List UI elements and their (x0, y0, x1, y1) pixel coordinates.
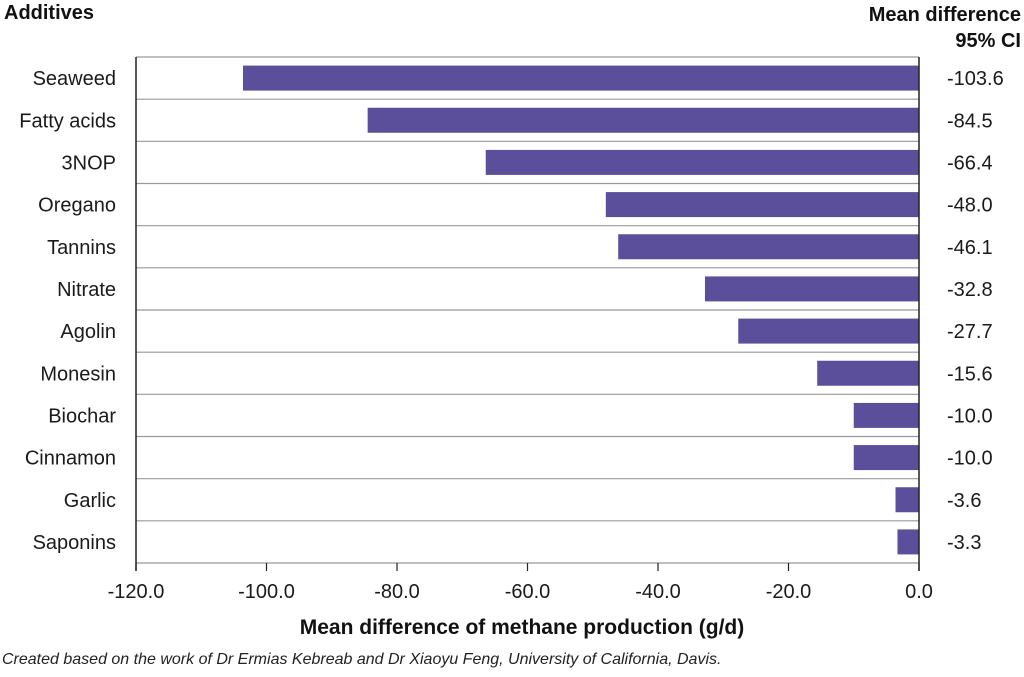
value-label: -3.6 (947, 490, 981, 512)
value-column-header: Mean difference 95% CI (869, 2, 1021, 54)
category-column-header: Additives (4, 2, 95, 24)
value-label: -3.3 (947, 532, 981, 554)
category-label: Tannins (47, 237, 116, 259)
value-column-header-line2: 95% CI (955, 30, 1021, 52)
value-label: -103.6 (947, 68, 1004, 90)
x-tick-label: -20.0 (766, 581, 812, 603)
value-label: -32.8 (947, 279, 993, 301)
x-axis-title: Mean difference of methane production (g… (299, 616, 745, 639)
category-label: Seaweed (33, 68, 116, 90)
category-label: Biochar (48, 405, 116, 427)
x-tick-label: -40.0 (635, 581, 681, 603)
category-label: Nitrate (57, 279, 116, 301)
category-label: Fatty acids (19, 110, 116, 132)
bar (897, 529, 919, 555)
x-tick-label: -120.0 (108, 581, 165, 603)
value-label: -84.5 (947, 110, 993, 132)
value-label: -10.0 (947, 448, 993, 470)
bar (618, 234, 919, 260)
value-label: -66.4 (947, 152, 993, 174)
bar (817, 360, 919, 386)
category-label: Garlic (64, 490, 116, 512)
bar (738, 318, 919, 344)
source-caption: Created based on the work of Dr Ermias K… (2, 651, 722, 668)
x-tick-label: 0.0 (905, 581, 933, 603)
category-label: Monesin (40, 363, 116, 385)
category-label: Saponins (33, 532, 116, 554)
value-label: -10.0 (947, 405, 993, 427)
bar (605, 192, 919, 218)
category-label: 3NOP (62, 152, 116, 174)
bar (853, 445, 919, 471)
bar (243, 65, 919, 91)
bar (485, 149, 919, 175)
value-label: -48.0 (947, 195, 993, 217)
value-column-header-line1: Mean difference (868, 4, 1021, 26)
x-tick-label: -80.0 (374, 581, 420, 603)
x-tick-label: -100.0 (238, 581, 295, 603)
bar (367, 107, 919, 133)
bar (853, 402, 919, 428)
category-label: Agolin (60, 321, 116, 343)
category-label: Oregano (38, 195, 116, 217)
category-label: Cinnamon (25, 448, 116, 470)
x-tick-label: -60.0 (505, 581, 551, 603)
value-label: -27.7 (947, 321, 993, 343)
value-label: -46.1 (947, 237, 993, 259)
bar (704, 276, 919, 302)
value-label: -15.6 (947, 363, 993, 385)
bar (895, 487, 919, 513)
